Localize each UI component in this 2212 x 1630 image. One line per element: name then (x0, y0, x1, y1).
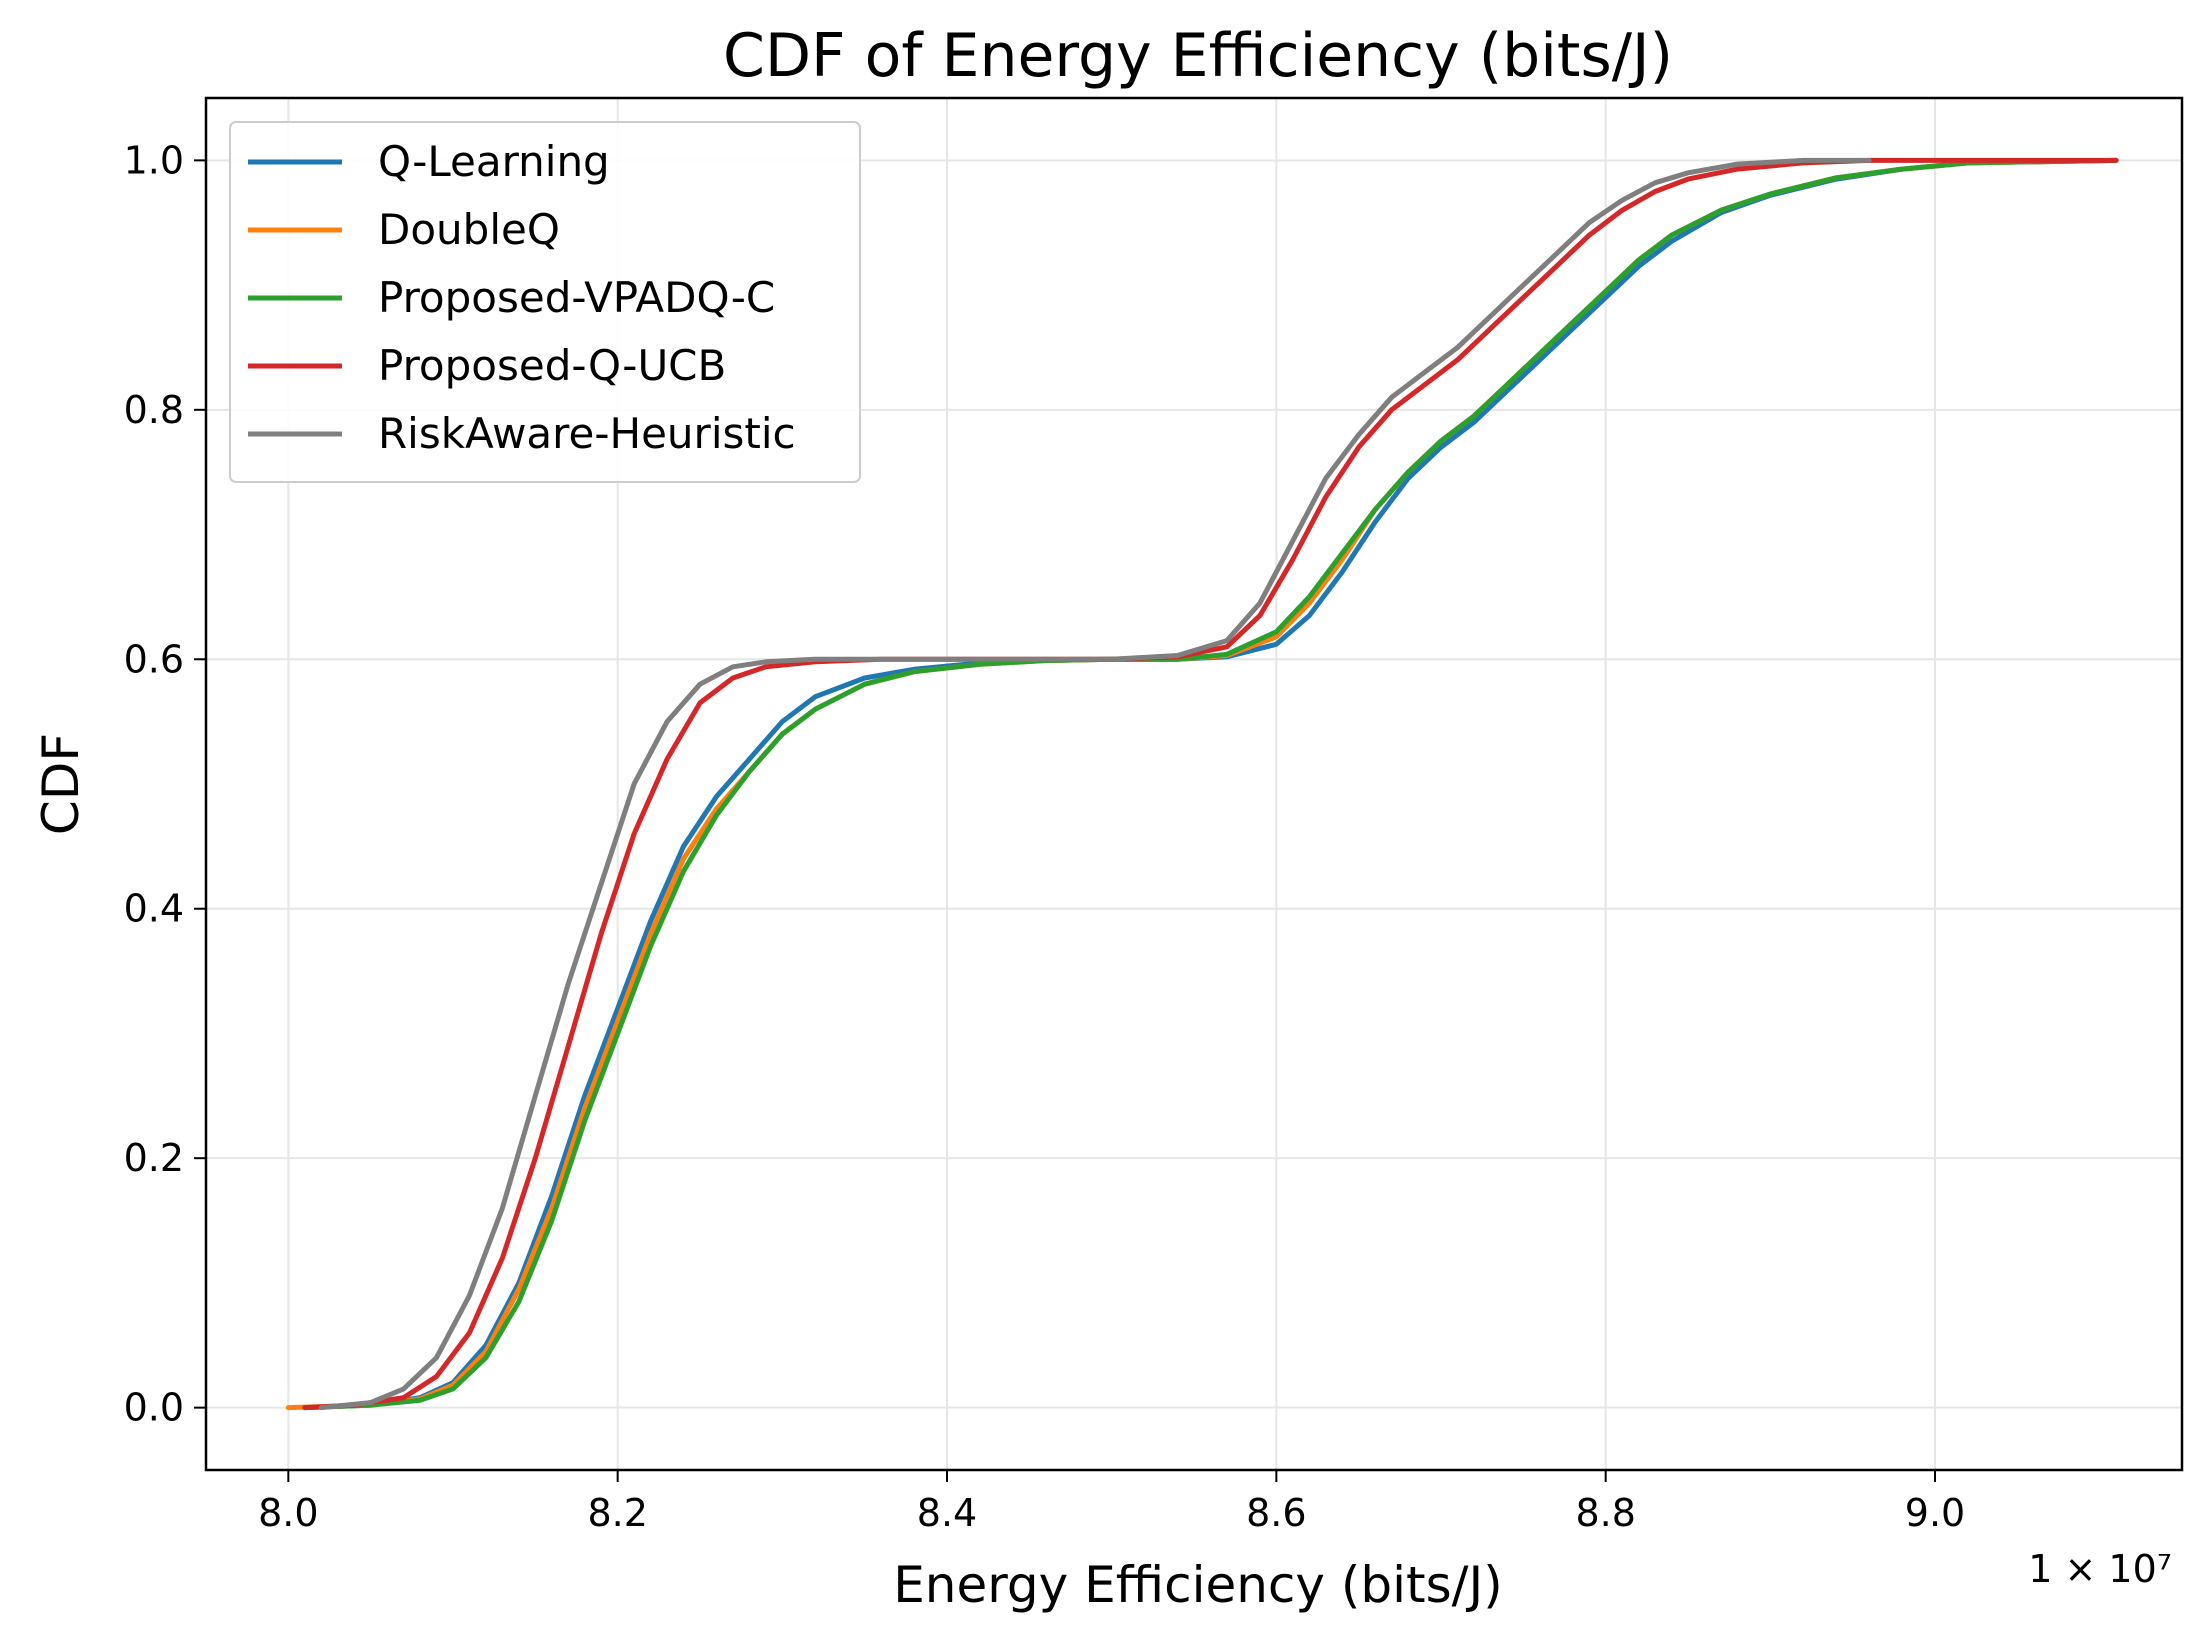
x-axis-label: Energy Efficiency (bits/J) (893, 1556, 1503, 1614)
x-tick-label: 8.8 (1575, 1491, 1635, 1535)
y-tick-label: 1.0 (124, 138, 184, 182)
plot-area-frame (204, 96, 2184, 1472)
y-axis-ticks: 0.0 0.2 0.4 0.6 0.8 1.0 (124, 138, 206, 1430)
y-tick-label: 0.4 (124, 887, 184, 931)
x-tick-label: 8.6 (1246, 1491, 1306, 1535)
y-tick-label: 0.2 (124, 1136, 184, 1180)
y-axis-label: CDF (32, 733, 90, 835)
legend: Q-Learning DoubleQ Proposed-VPADQ-C Propose… (229, 121, 861, 483)
legend-label: RiskAware-Heuristic (378, 409, 796, 458)
x-axis-multiplier: 1 × 10⁷ (2028, 1547, 2172, 1591)
legend-label: Q-Learning (378, 137, 610, 186)
y-tick-label: 0.6 (124, 637, 184, 681)
legend-label: Proposed-VPADQ-C (378, 273, 775, 322)
legend-label: DoubleQ (378, 205, 560, 254)
y-tick-label: 0.0 (124, 1386, 184, 1430)
x-axis-ticks: 8.0 8.2 8.4 8.6 8.8 9.0 (258, 1470, 1965, 1535)
legend-label: Proposed-Q-UCB (378, 341, 726, 390)
x-tick-label: 8.2 (587, 1491, 647, 1535)
x-tick-label: 8.4 (917, 1491, 977, 1535)
series-layer (285, 157, 2119, 1411)
x-tick-label: 9.0 (1905, 1491, 1965, 1535)
chart-title: CDF of Energy Efficiency (bits/J) (723, 21, 1673, 91)
x-tick-label: 8.0 (258, 1491, 318, 1535)
series-line-riskaware-heuristic (318, 157, 1872, 1411)
legend-box (229, 121, 861, 483)
y-tick-label: 0.8 (124, 388, 184, 432)
